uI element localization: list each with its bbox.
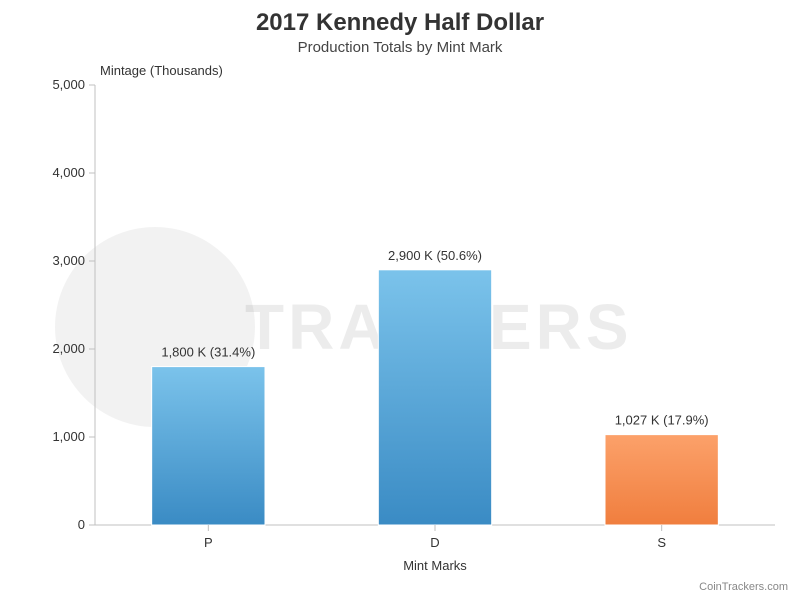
bar-chart: TRACKERS 2017 Kennedy Half Dollar Producti… (0, 0, 800, 600)
chart-container: TRACKERS 2017 Kennedy Half Dollar Producti… (0, 0, 800, 600)
y-tick-label: 3,000 (52, 253, 85, 268)
y-axis-label: Mintage (Thousands) (100, 63, 223, 78)
y-tick-label: 0 (78, 517, 85, 532)
chart-subtitle: Production Totals by Mint Mark (298, 39, 503, 56)
y-tick-label: 5,000 (52, 77, 85, 92)
bar-p (152, 367, 265, 525)
chart-title: 2017 Kennedy Half Dollar (256, 9, 544, 36)
bar-s (605, 435, 718, 525)
x-tick-label: S (657, 535, 666, 550)
bar-label-s: 1,027 K (17.9%) (615, 413, 709, 428)
watermark: TRACKERS (55, 227, 633, 427)
bar-d (378, 270, 491, 525)
x-tick-label: P (204, 535, 213, 550)
credit-text: CoinTrackers.com (699, 581, 788, 593)
bar-label-d: 2,900 K (50.6%) (388, 248, 482, 263)
y-tick-label: 1,000 (52, 429, 85, 444)
bar-label-p: 1,800 K (31.4%) (161, 345, 255, 360)
x-axis-label: Mint Marks (403, 558, 467, 573)
y-tick-label: 2,000 (52, 341, 85, 356)
x-tick-label: D (430, 535, 439, 550)
y-tick-label: 4,000 (52, 165, 85, 180)
